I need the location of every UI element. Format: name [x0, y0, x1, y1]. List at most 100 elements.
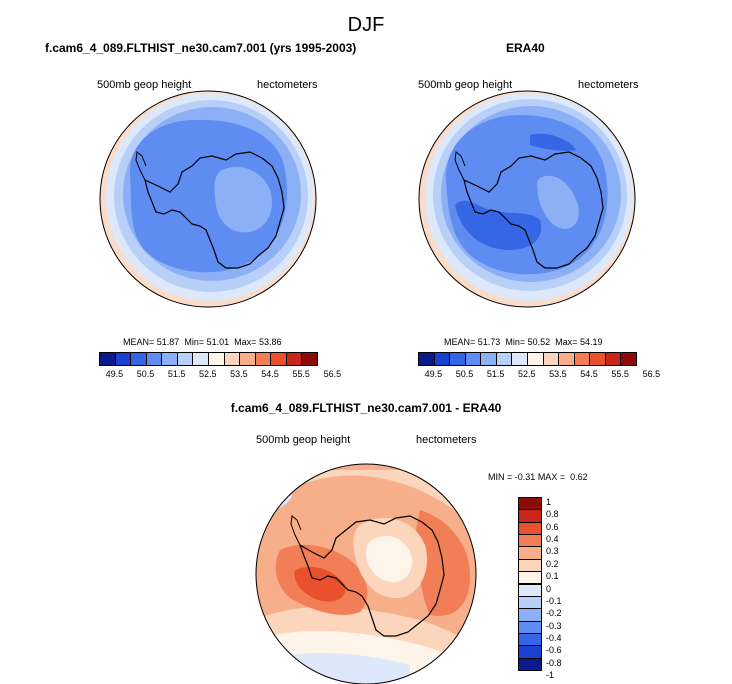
obs-colorbar-tick: 50.5 — [455, 369, 474, 379]
model-colorbar-cell — [145, 352, 163, 366]
diff-colorbar-cell — [518, 620, 542, 634]
diff-contour-lower-blue — [260, 652, 410, 684]
obs-colorbar-tick: 55.5 — [611, 369, 629, 379]
diff-contour-strong-west — [275, 544, 368, 615]
model-colorbar-cell — [270, 352, 287, 366]
obs-colorbar-cell — [558, 352, 575, 366]
obs-colorbar-tick: 56.5 — [642, 369, 661, 379]
model-colorbar-cell — [285, 352, 303, 366]
model-colorbar: 49.5 50.5 51.5 52.5 53.5 54.5 55.5 56.5 — [99, 352, 341, 379]
model-contour-5 — [214, 166, 272, 233]
diff-colorbar-tick: 0 — [546, 583, 552, 594]
obs-colorbar-tick: 54.5 — [580, 369, 598, 379]
diff-colorbar-cell — [518, 632, 542, 647]
diff-colorbar-cell — [518, 583, 542, 597]
diff-colorbar-tick: -0.6 — [546, 645, 562, 656]
obs-colorbar-cell — [604, 352, 622, 366]
diff-colorbar-tick: -0.8 — [546, 657, 562, 668]
diff-contour-lower-pale — [256, 630, 476, 684]
obs-colorbar-cell — [620, 352, 637, 366]
model-colorbar-tick: 55.5 — [292, 369, 310, 379]
diff-colorbar-cell — [518, 534, 542, 548]
model-colorbar-cell — [130, 352, 147, 366]
obs-contour-7 — [537, 175, 579, 229]
model-colorbar-cell — [239, 352, 256, 366]
diff-contour-interior — [353, 517, 428, 599]
diff-peninsula-outline — [290, 515, 302, 546]
diff-contour-upper-blue — [262, 490, 293, 512]
diff-panel-title: f.cam6_4_089.FLTHIST_ne30.cam7.001 - ERA… — [230, 401, 502, 415]
model-colorbar-cell — [176, 352, 194, 366]
obs-colorbar-cell — [480, 352, 497, 366]
diff-colorbar-tick: 0.1 — [546, 571, 559, 582]
obs-colorbar-tick: 51.5 — [486, 369, 505, 379]
model-units-label: hectometers — [257, 79, 318, 91]
model-colorbar-cell — [99, 352, 116, 366]
model-colorbar-cell — [208, 352, 225, 366]
model-colorbar-cell — [254, 352, 272, 366]
diff-colorbar-tick: -0.1 — [546, 595, 562, 606]
diff-contour-strong-east — [415, 510, 470, 616]
model-panel-title: f.cam6_4_089.FLTHIST_ne30.cam7.001 (yrs … — [45, 41, 357, 55]
model-colorbar-cell — [114, 352, 132, 366]
diff-colorbar-cell — [518, 509, 542, 523]
model-colorbar-tick: 49.5 — [105, 369, 124, 379]
obs-contour-outer — [419, 91, 635, 307]
obs-colorbar-cell — [495, 352, 513, 366]
obs-variable-label: 500mb geop height — [418, 79, 513, 91]
obs-colorbar-tick: 53.5 — [549, 369, 567, 379]
model-antarctica-outline — [144, 151, 285, 269]
diff-contour-lower-light — [256, 606, 476, 684]
model-variable-label: 500mb geop height — [97, 79, 192, 91]
model-colorbar-cell — [223, 352, 241, 366]
obs-colorbar-cell — [464, 352, 482, 366]
model-colorbar-tick: 50.5 — [136, 369, 155, 379]
diff-colorbar-cell — [518, 645, 542, 659]
model-contour-outer — [100, 91, 316, 307]
diff-colorbar-tick: 0.4 — [546, 534, 559, 545]
model-peninsula-outline — [135, 151, 147, 181]
diff-contour-base — [256, 464, 476, 684]
diff-colorbar-tick: 0.6 — [546, 521, 559, 532]
obs-colorbar-cell — [542, 352, 560, 366]
diff-colorbar-tick: -1 — [546, 670, 555, 681]
diff-colorbar-cell — [518, 497, 542, 511]
diff-colorbar-cell — [518, 558, 542, 573]
obs-contour-3 — [441, 106, 621, 282]
obs-contour-2 — [433, 99, 627, 291]
diff-colorbar-tick: -0.4 — [546, 632, 562, 643]
obs-colorbar-cell — [449, 352, 466, 366]
obs-contour-6 — [530, 133, 576, 151]
diff-colorbar-tick: 0.2 — [546, 558, 559, 569]
diff-colorbar-tick: 1 — [546, 497, 552, 508]
model-colorbar-tick: 53.5 — [230, 369, 248, 379]
obs-colorbar-cell — [573, 352, 591, 366]
obs-stats: MEAN= 51.73 Min= 50.52 Max= 54.19 — [444, 337, 603, 347]
diff-colorbar-tick: -0.2 — [546, 608, 562, 619]
model-contour-4 — [129, 119, 287, 273]
obs-colorbar-cell — [527, 352, 544, 366]
obs-units-label: hectometers — [578, 79, 639, 91]
model-stats: MEAN= 51.87 Min= 51.01 Max= 53.86 — [123, 337, 282, 347]
obs-colorbar: 49.5 50.5 51.5 52.5 53.5 54.5 55.5 56.5 — [418, 352, 660, 379]
model-colorbar-tick: 51.5 — [167, 369, 186, 379]
diff-colorbar: 1 0.8 0.6 0.4 0.3 0.2 0.1 0 -0.1 -0.2 -0.3 -0.4 -0.6… — [518, 497, 562, 680]
diff-colorbar-cell — [518, 608, 542, 622]
obs-contour-4 — [445, 115, 608, 275]
model-contour-1 — [106, 93, 314, 301]
diff-units-label: hectometers — [416, 434, 477, 446]
obs-colorbar-tick: 49.5 — [424, 369, 443, 379]
diff-colorbar-tick: 0.3 — [546, 546, 559, 557]
model-contour-2 — [114, 100, 308, 292]
obs-contour-5 — [455, 200, 542, 250]
obs-colorbar-cell — [589, 352, 606, 366]
diff-colorbar-cell — [518, 546, 542, 560]
obs-contour-1 — [425, 93, 633, 301]
model-colorbar-tick: 52.5 — [199, 369, 217, 379]
diff-contour-light-upper — [256, 470, 476, 520]
model-colorbar-cell — [161, 352, 178, 366]
diff-colorbar-cell — [518, 521, 542, 536]
